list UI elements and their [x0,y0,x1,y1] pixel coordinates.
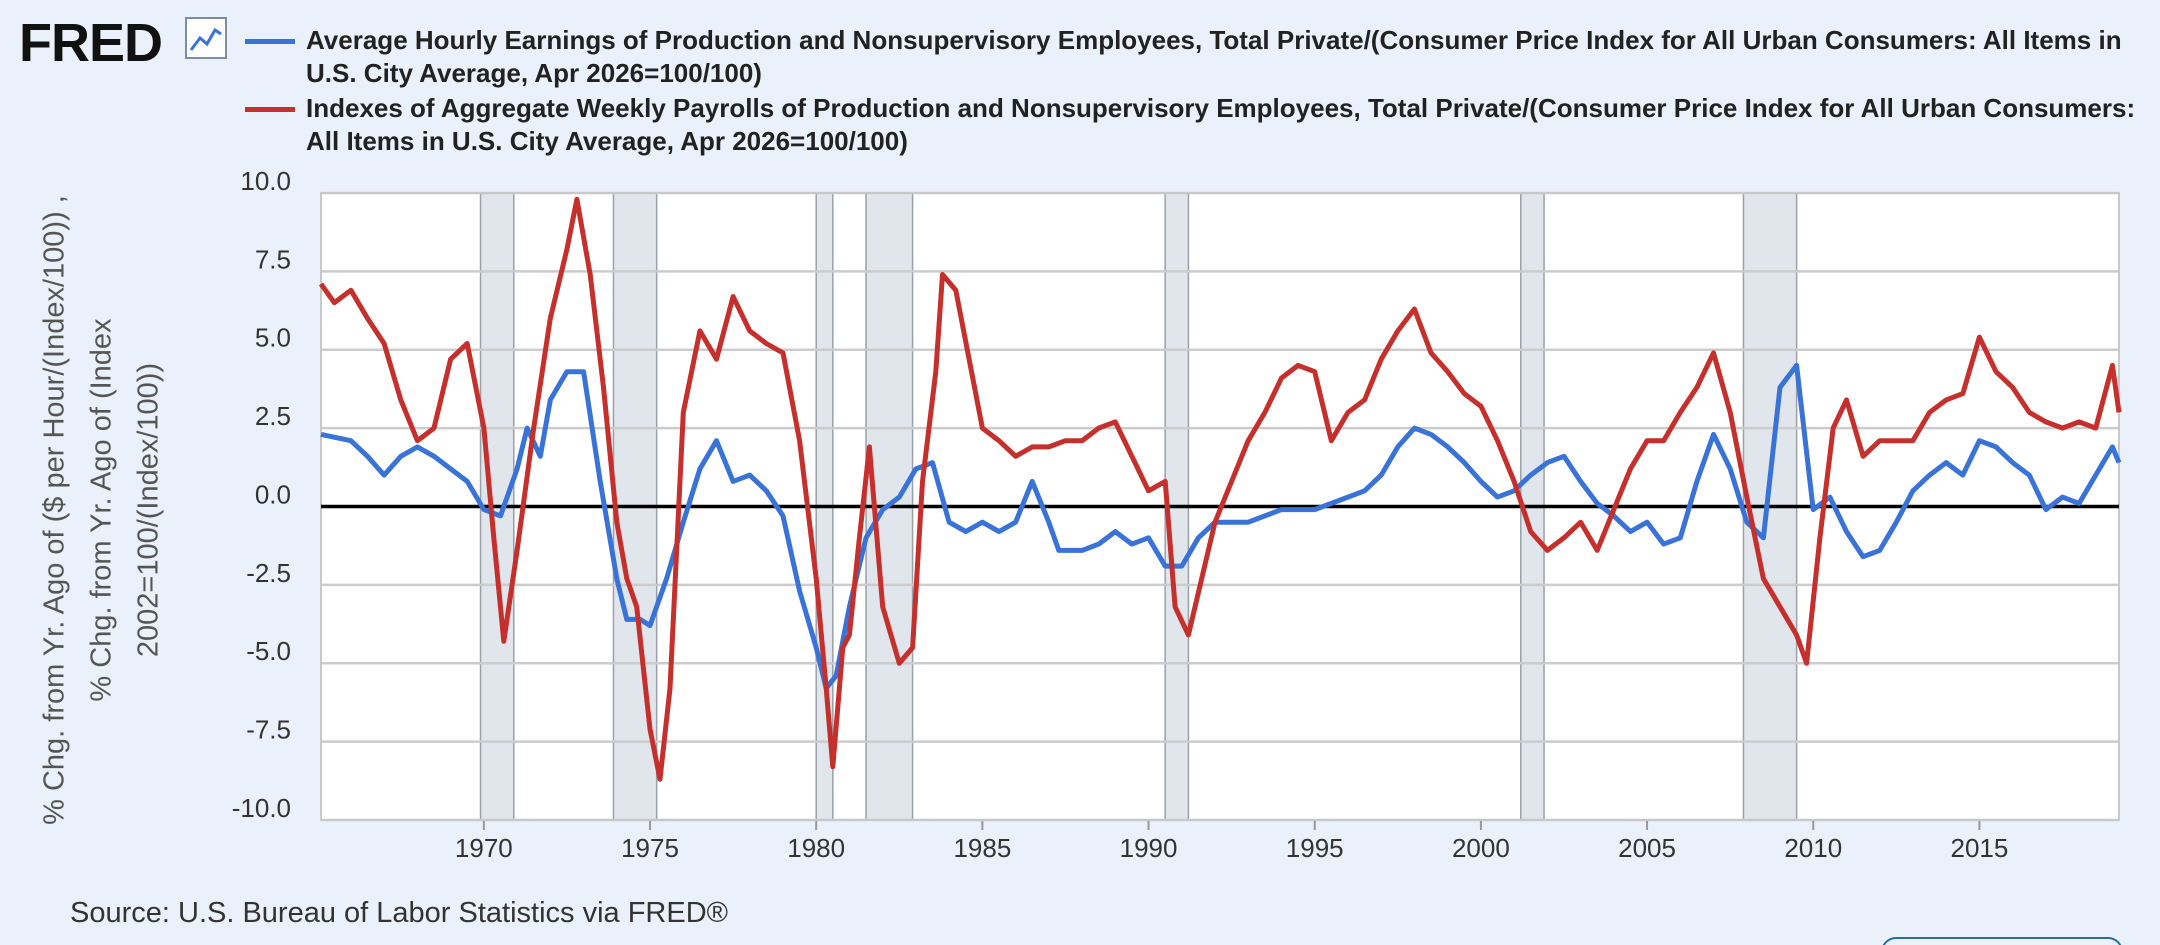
logo-icon-line [189,27,222,51]
y-tick-label: -5.0 [246,636,291,666]
legend-item: Indexes of Aggregate Weekly Payrolls of … [245,92,2150,158]
x-tick-label: 2005 [1618,833,1676,863]
y-tick-label: -2.5 [246,558,291,588]
legend-label: Indexes of Aggregate Weekly Payrolls of … [306,93,2136,156]
logo-icon [185,17,227,59]
source: Source: U.S. Bureau of Labor Statistics … [70,897,729,929]
x-tick-label: 2010 [1784,833,1842,863]
y-tick-label: 0.0 [255,479,291,509]
x-tick-label: 1970 [455,833,513,863]
legend-swatch [245,107,295,112]
y-tick-label: 2.5 [255,401,291,431]
y-tick-label: 5.0 [255,323,291,353]
x-tick-label: 2015 [1950,833,2008,863]
button-edge[interactable] [1882,937,2122,945]
x-tick-label: 1975 [621,833,679,863]
y-tick-label: 7.5 [255,244,291,274]
legend-item: Average Hourly Earnings of Production an… [245,24,2150,90]
legend-swatch [245,39,295,44]
legend-label: Average Hourly Earnings of Production an… [306,25,2122,88]
x-tick-label: 1990 [1120,833,1178,863]
y-axis-label: % Chg. from Yr. Ago of ($ per Hour/(Inde… [38,195,165,825]
series-line [320,362,2122,691]
x-tick-label: 1995 [1286,833,1344,863]
y-tick-label: 10.0 [240,166,291,196]
series-line [318,196,2122,782]
x-tick-label: 2000 [1452,833,1510,863]
x-tick-label: 1980 [787,833,845,863]
y-tick-label: -7.5 [246,715,291,745]
x-tick-label: 1985 [953,833,1011,863]
y-tick-label: -10.0 [232,793,291,823]
logo: FRED [19,13,163,73]
legend: Average Hourly Earnings of Production an… [245,24,2150,160]
